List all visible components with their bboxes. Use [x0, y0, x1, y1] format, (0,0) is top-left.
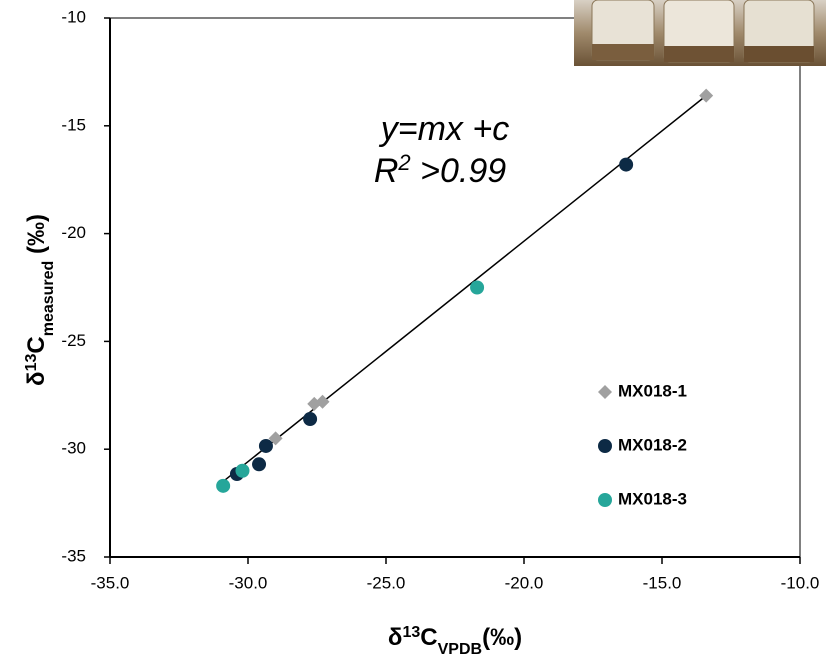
- point: [259, 439, 273, 453]
- x-tick-label: -10.0: [781, 573, 820, 592]
- x-tick-label: -25.0: [367, 573, 406, 592]
- label-part: δ: [388, 624, 403, 651]
- x-tick-label: -35.0: [91, 573, 130, 592]
- point: [303, 412, 317, 426]
- y-tick-label: -35: [61, 546, 86, 565]
- x-tick-label: -15.0: [643, 573, 682, 592]
- label-part: δ: [23, 371, 50, 386]
- y-axis-title: δ13Cmeasured (‰): [23, 214, 57, 386]
- legend-marker: [598, 439, 612, 453]
- point: [252, 457, 266, 471]
- x-tick-label: -20.0: [505, 573, 544, 592]
- point: [470, 281, 484, 295]
- annotation-part: >0.99: [411, 152, 507, 190]
- label-part: 13: [402, 624, 420, 641]
- legend-marker: [598, 493, 612, 507]
- label-part: (‰): [23, 214, 50, 261]
- label-part: 13: [23, 354, 40, 372]
- point: [699, 89, 713, 103]
- y-tick-label: -20: [61, 223, 86, 242]
- y-tick-label: -30: [61, 439, 86, 458]
- photo: [574, 0, 826, 66]
- legend-label: MX018-3: [618, 489, 687, 508]
- annotation-part: R: [374, 152, 399, 190]
- y-tick-label: -10: [61, 7, 86, 26]
- label-part: measured: [40, 261, 57, 337]
- y-tick-label: -25: [61, 331, 86, 350]
- x-tick-label: -30.0: [229, 573, 268, 592]
- plot-frame: [110, 18, 800, 557]
- legend-marker: [598, 385, 612, 399]
- point: [619, 158, 633, 172]
- label-part: VPDB: [438, 641, 482, 654]
- annotation-r2: R2 >0.99: [374, 150, 506, 191]
- annotation-part: 2: [397, 150, 410, 175]
- legend-label: MX018-2: [618, 435, 687, 454]
- label-part: C: [23, 336, 50, 353]
- point: [235, 464, 249, 478]
- y-tick-label: -15: [61, 115, 86, 134]
- label-part: (‰): [482, 624, 522, 651]
- point: [216, 479, 230, 493]
- x-axis-title: δ13CVPDB(‰): [388, 624, 522, 654]
- label-part: C: [420, 624, 437, 651]
- annotation-equation: y=mx +c: [379, 110, 509, 148]
- chart: y=mx +c R2 >0.99 δ13CVPDB(‰) δ13Cmeasure…: [0, 0, 826, 654]
- legend-label: MX018-1: [618, 381, 687, 400]
